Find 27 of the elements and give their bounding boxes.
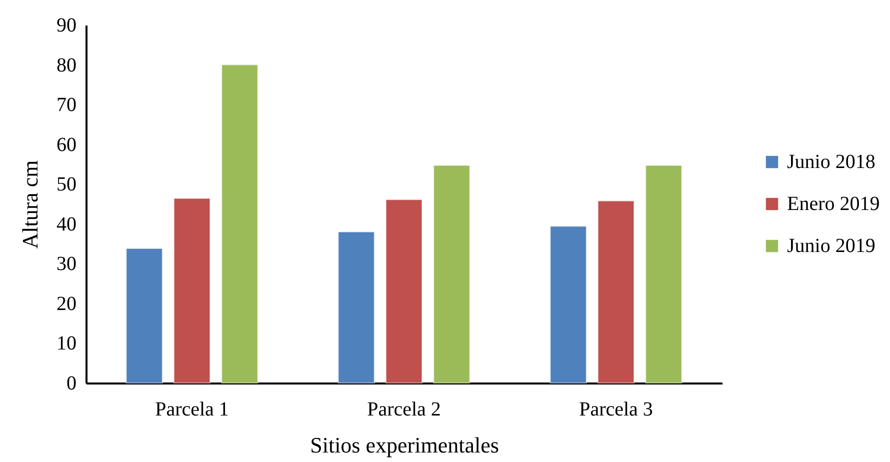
y-tick-label: 80 <box>56 54 76 76</box>
x-tick-label: Parcela 3 <box>579 398 653 420</box>
legend-label: Junio 2018 <box>787 151 876 173</box>
y-tick-label: 70 <box>56 94 76 116</box>
legend-label: Enero 2019 <box>787 193 880 215</box>
y-tick-label: 0 <box>66 372 76 394</box>
bar <box>338 231 375 384</box>
x-tick-label: Parcela 2 <box>367 398 441 420</box>
x-axis-title: Sitios experimentales <box>310 432 499 458</box>
bar <box>597 200 635 384</box>
bar <box>385 199 423 384</box>
y-tick-label: 50 <box>56 174 76 196</box>
bar <box>221 64 258 384</box>
bar <box>645 164 682 384</box>
bar <box>433 164 470 384</box>
y-tick-label: 10 <box>56 332 76 355</box>
y-tick-label: 90 <box>56 14 76 36</box>
bar <box>550 226 587 384</box>
bar <box>173 198 211 384</box>
legend-label: Junio 2019 <box>787 235 876 257</box>
x-tick-label: Parcela 1 <box>155 398 229 420</box>
y-tick-label: 40 <box>56 213 76 236</box>
y-axis-title: Altura cm <box>18 160 42 249</box>
y-tick-label: 60 <box>56 134 76 156</box>
bar <box>126 248 163 384</box>
y-tick-label: 30 <box>56 253 76 276</box>
y-tick-label: 20 <box>56 292 76 315</box>
